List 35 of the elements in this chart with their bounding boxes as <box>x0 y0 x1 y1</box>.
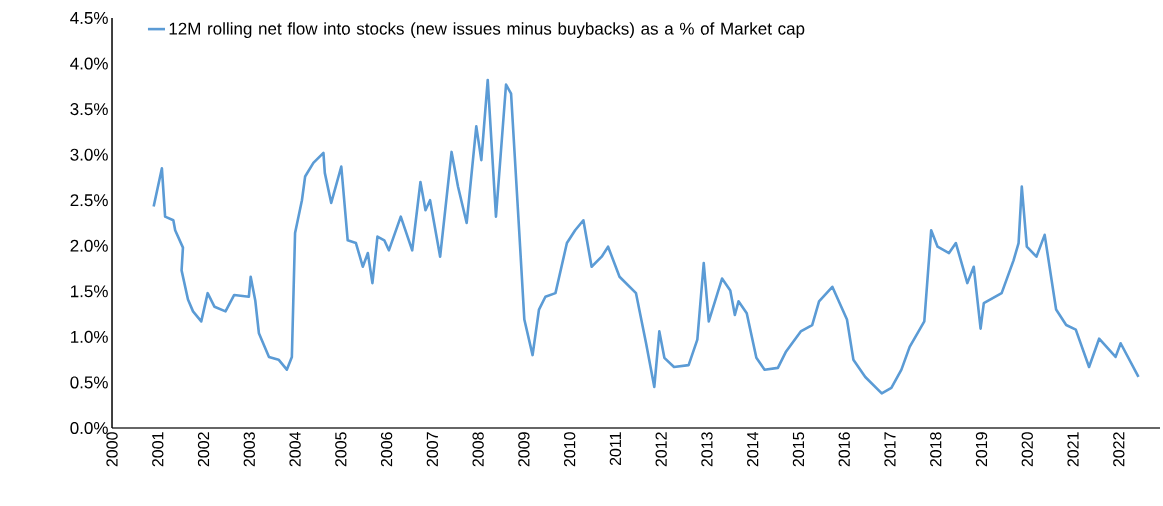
y-tick-label: 0.0% <box>70 421 108 435</box>
x-tick-label: 2006 <box>380 432 393 467</box>
y-tick-label: 3.5% <box>70 103 108 116</box>
x-tick-label: 2015 <box>792 432 805 467</box>
x-tick-label: 2008 <box>472 432 484 467</box>
x-tick-label: 2003 <box>243 432 255 467</box>
x-tick-label: 2004 <box>289 432 301 467</box>
y-tick-label: 4.0% <box>70 57 108 70</box>
x-tick-label: 2017 <box>884 432 896 467</box>
x-tick-label: 2022 <box>1113 432 1125 467</box>
x-tick-label: 2013 <box>701 432 713 467</box>
x-tick-label: 2005 <box>335 432 347 467</box>
x-tick-label: 2001 <box>152 432 164 467</box>
y-tick-label: 2.5% <box>70 194 108 207</box>
x-tick-label: 2010 <box>563 432 576 467</box>
x-tick-label: 2012 <box>655 432 667 467</box>
x-tick-label: 2011 <box>609 432 622 466</box>
y-tick-label: 4.5% <box>70 12 108 24</box>
x-tick-label: 2018 <box>930 432 942 467</box>
legend-label: 12M rolling net flow into stocks (new issues minus buybacks) as a % of Market cap <box>169 22 805 39</box>
x-tick-label: 2021 <box>1067 432 1079 467</box>
y-tick-label: 0.5% <box>70 376 108 389</box>
line-series <box>152 78 1140 395</box>
y-tick-label: 1.5% <box>71 285 108 298</box>
x-tick-label: 2020 <box>1021 432 1033 467</box>
y-tick-label: 1.0% <box>71 330 108 343</box>
x-tick-label: 2019 <box>975 432 988 467</box>
x-tick-label: 2000 <box>106 432 118 467</box>
x-tick-label: 2002 <box>197 432 210 467</box>
x-tick-label: 2014 <box>747 432 759 467</box>
x-tick-label: 2009 <box>518 432 530 467</box>
x-tick-label: 2007 <box>426 432 439 467</box>
x-tick-label: 2016 <box>838 432 850 467</box>
y-tick-label: 3.0% <box>70 148 108 161</box>
y-tick-label: 2.0% <box>70 239 108 252</box>
